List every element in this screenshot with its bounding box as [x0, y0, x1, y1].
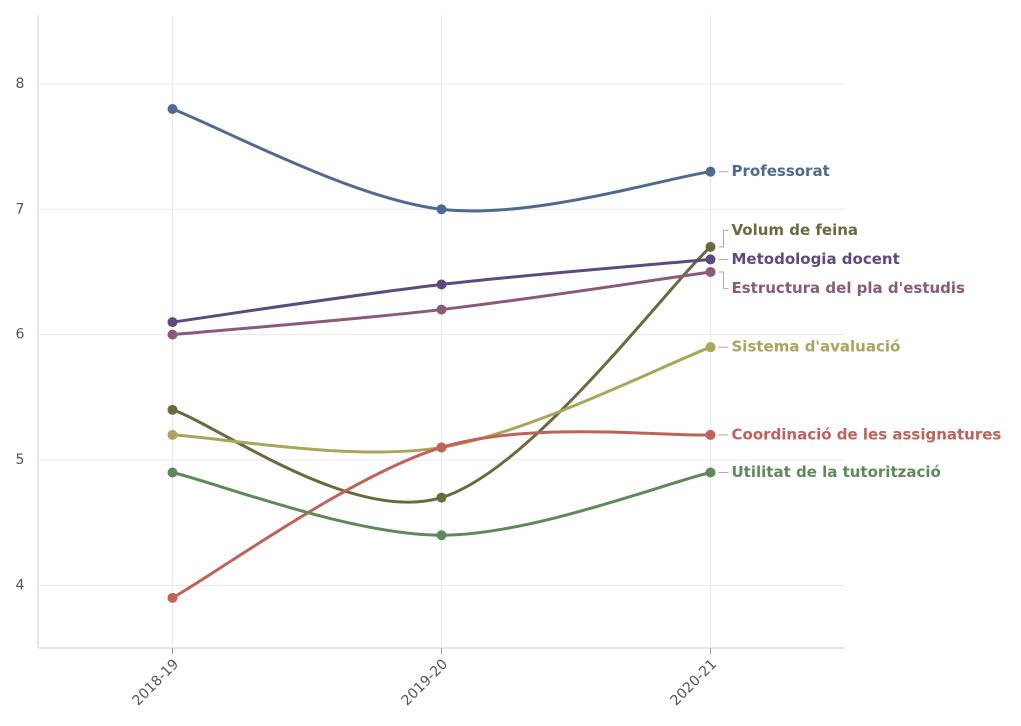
point [167, 592, 178, 603]
label-connector [718, 229, 729, 248]
point [436, 492, 447, 503]
series-label: Estructura del pla d'estudis [732, 279, 966, 297]
series-label: Coordinació de les assignatures [732, 425, 1002, 443]
y-tick-label: 5 [16, 452, 25, 468]
x-tick-label: 2020-21 [667, 656, 720, 709]
point [436, 304, 447, 315]
point [436, 530, 447, 541]
point [167, 104, 178, 115]
point [705, 241, 716, 252]
y-tick-label: 4 [16, 577, 25, 593]
point [167, 317, 178, 328]
y-tick-label: 8 [16, 76, 25, 92]
point [705, 467, 716, 478]
point [705, 166, 716, 177]
series-label: Sistema d'avaluació [732, 338, 901, 356]
y-tick-label: 7 [16, 201, 25, 217]
point [167, 467, 178, 478]
series-label: Utilitat de la tutorització [732, 463, 941, 481]
series-label: Metodologia docent [732, 250, 900, 268]
point [705, 254, 716, 265]
point [436, 442, 447, 453]
point [705, 342, 716, 353]
x-tick-label: 2018-19 [129, 656, 182, 709]
series-label: Professorat [732, 162, 830, 180]
y-tick-label: 6 [16, 327, 25, 343]
point [436, 204, 447, 215]
label-connector [718, 271, 729, 289]
point [705, 266, 716, 277]
point [436, 279, 447, 290]
x-tick-label: 2019-20 [398, 656, 451, 709]
point [167, 329, 178, 340]
point [167, 429, 178, 440]
point [167, 404, 178, 415]
point [705, 429, 716, 440]
series-label: Volum de feina [732, 221, 859, 239]
